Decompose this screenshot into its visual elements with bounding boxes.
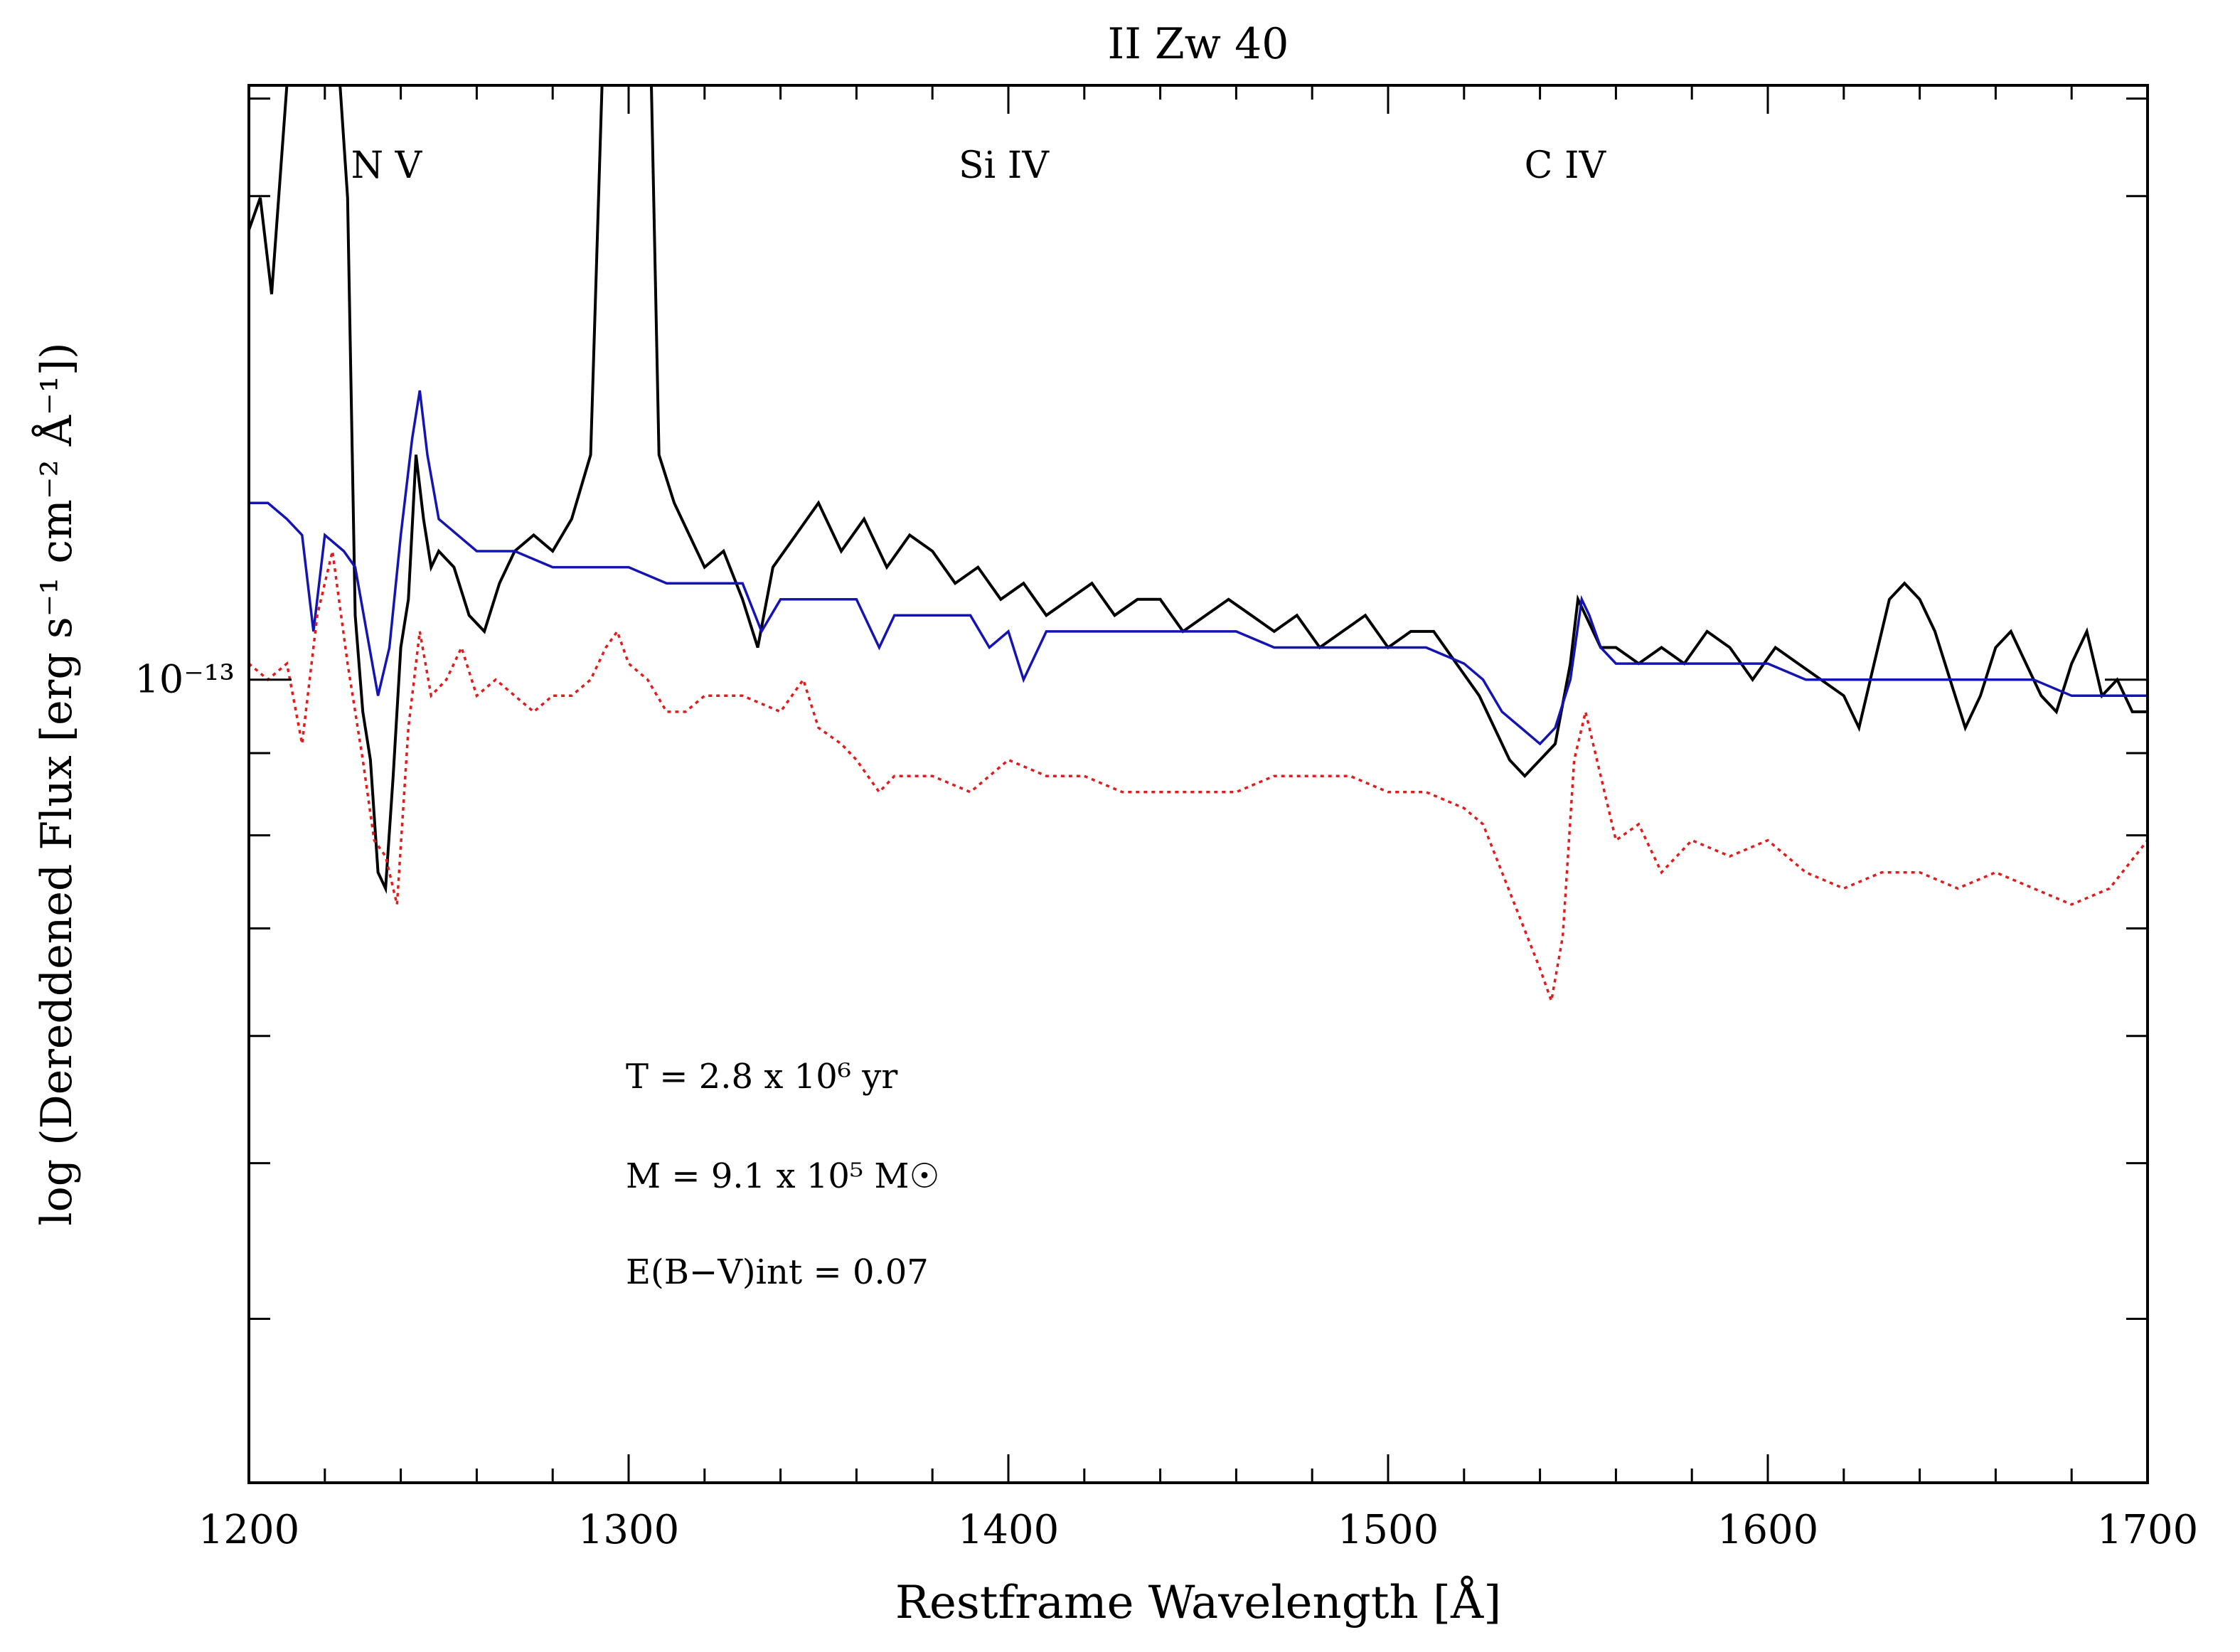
- annotation-mass: M = 9.1 x 10⁵ M☉: [626, 1156, 940, 1196]
- x-tick-label: 1300: [578, 1507, 680, 1553]
- x-axis-label: Restframe Wavelength [Å]: [895, 1576, 1501, 1629]
- x-tick-label: 1200: [198, 1507, 300, 1553]
- line-label-n-v: N V: [351, 144, 423, 187]
- chart-title: II Zw 40: [1108, 19, 1289, 69]
- series-line-model: [249, 390, 2148, 746]
- series-line-observed: [247, 84, 2148, 895]
- line-label-c-iv: C IV: [1525, 144, 1607, 187]
- plot-frame: [247, 84, 2149, 1484]
- x-tick-label: 1600: [1717, 1507, 1819, 1553]
- series-layer: [247, 84, 2149, 1006]
- series-line-model-reddened: [247, 550, 2149, 1006]
- ticks-layer: 1200 1300 1400 1500 1600 1700 10⁻¹³: [134, 85, 2198, 1553]
- annotation-age: T = 2.8 x 10⁶ yr: [626, 1057, 897, 1097]
- x-tick-label: 1500: [1338, 1507, 1439, 1553]
- x-tick-label: 1700: [2097, 1507, 2199, 1553]
- line-label-si-iv: Si IV: [959, 144, 1050, 187]
- y-axis-label: log (Dereddened Flux [erg s⁻¹ cm⁻² Å⁻¹]): [31, 342, 82, 1225]
- x-tick-label: 1400: [958, 1507, 1060, 1553]
- y-tick-label: 10⁻¹³: [134, 657, 235, 702]
- annotation-extinction: E(B−V)int = 0.07: [626, 1252, 929, 1292]
